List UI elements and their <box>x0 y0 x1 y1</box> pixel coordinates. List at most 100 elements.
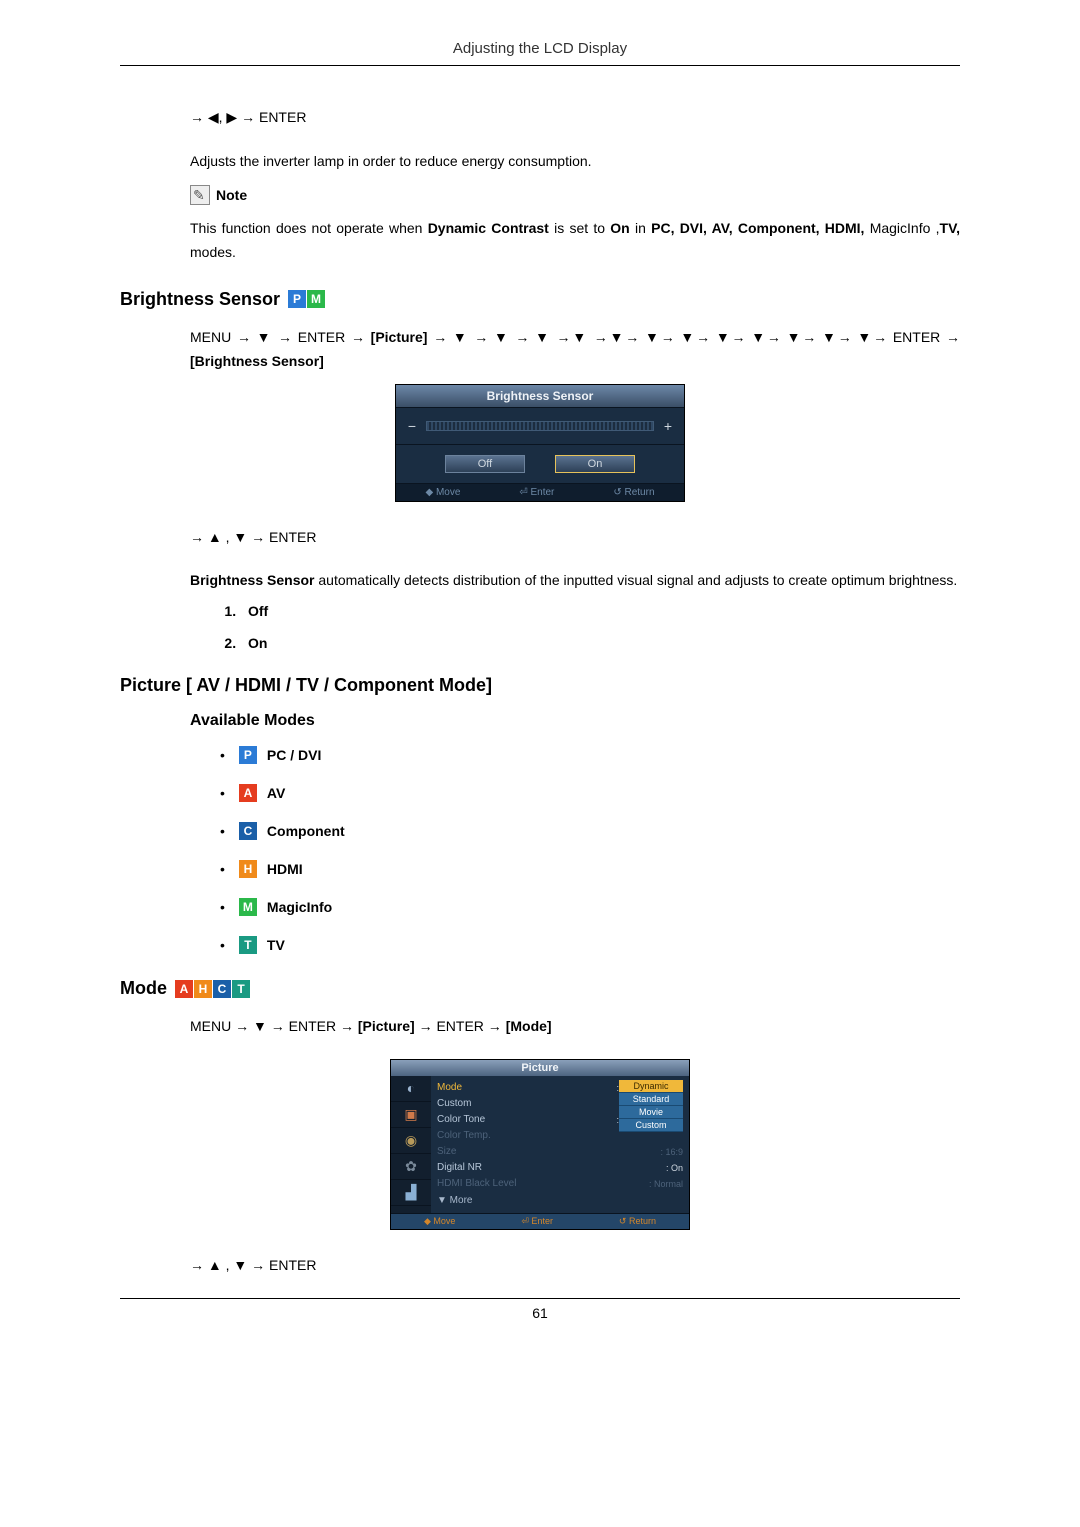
osd-bs-btns: Off On <box>396 445 684 484</box>
bs-p1b: [Picture] <box>371 329 428 345</box>
badge-a-icon: A <box>239 784 257 802</box>
mode-item-component: C Component <box>220 822 960 840</box>
plus-icon[interactable]: + <box>660 418 676 434</box>
mode-title: Mode A H C T <box>120 978 960 999</box>
off-button[interactable]: Off <box>445 455 525 473</box>
mode-label: AV <box>267 785 285 801</box>
badge-p-icon: P <box>239 746 257 764</box>
nav-return: ↺ Return <box>613 487 654 498</box>
brightness-sensor-title: Brightness Sensor P M <box>120 289 960 310</box>
mp-c: → ENTER → <box>419 1018 506 1034</box>
note-on: On <box>610 220 629 236</box>
bs-options: Off On <box>240 603 960 651</box>
bs-desc-bold: Brightness Sensor <box>190 572 314 588</box>
sb-icon-1[interactable]: ◐ <box>391 1076 431 1102</box>
bs-nav2: → ▲ , ▼ → ENTER <box>190 526 960 550</box>
sb-icon-2[interactable]: ▣ <box>391 1102 431 1128</box>
available-modes-list: P PC / DVI A AV C Component H HDMI M MagicInf… <box>220 746 960 954</box>
mode-item-magicinfo: M MagicInfo <box>220 898 960 916</box>
menu-colortemp: Color Temp. <box>437 1130 491 1141</box>
note-block: Note This function does not operate when… <box>190 184 960 265</box>
sb-icon-3[interactable]: ◉ <box>391 1128 431 1154</box>
mode-label: PC / DVI <box>267 747 321 763</box>
sb-icon-5[interactable]: ▟ <box>391 1180 431 1206</box>
dd-movie[interactable]: Movie <box>619 1106 683 1119</box>
note-tv: TV, <box>940 220 961 236</box>
brightness-sensor-osd: Brightness Sensor − + Off On ◆ Move ⏎ En… <box>395 384 685 502</box>
mp-d: [Mode] <box>506 1018 552 1034</box>
nav-move: ◆ Move <box>425 487 460 498</box>
badge-h-icon: H <box>194 980 212 998</box>
bs-path: MENU → ▼ → ENTER → [Picture] → ▼ → ▼ → ▼… <box>190 326 960 374</box>
menu-size: Size <box>437 1146 456 1157</box>
mode-path: MENU → ▼ → ENTER → [Picture] → ENTER → [… <box>190 1015 960 1039</box>
mode-label: HDMI <box>267 861 303 877</box>
menu-colortone[interactable]: Color Tone <box>437 1114 485 1125</box>
minus-icon[interactable]: − <box>404 418 420 434</box>
nav-enter: ⏎ Enter <box>521 1216 553 1227</box>
lamp-desc: Adjusts the inverter lamp in order to re… <box>190 150 960 174</box>
mode-item-hdmi: H HDMI <box>220 860 960 878</box>
mode-label: TV <box>267 937 285 953</box>
dd-dynamic[interactable]: Dynamic <box>619 1080 683 1093</box>
menu-mode[interactable]: Mode <box>437 1082 462 1093</box>
bs-p1c: → ▼ → ▼ → ▼ →▼ →▼→ ▼→ ▼→ ▼→ ▼→ ▼→ ▼→ ▼→ … <box>433 329 960 345</box>
mode-title-text: Mode <box>120 978 167 999</box>
osd-sidebar: ◐ ▣ ◉ ✿ ▟ <box>391 1076 431 1213</box>
note-modes-plain: MagicInfo , <box>864 220 939 236</box>
badge-m-icon: M <box>239 898 257 916</box>
nav-enter: ⏎ Enter <box>519 487 554 498</box>
osd-pic-nav: ◆ Move ⏎ Enter ↺ Return <box>391 1213 689 1229</box>
badge-m-icon: M <box>307 290 325 308</box>
menu-more[interactable]: ▼ More <box>437 1192 683 1209</box>
note-suffix: modes. <box>190 244 236 260</box>
mode-nav2: → ▲ , ▼ → ENTER <box>190 1254 960 1278</box>
bs-opt-on: On <box>240 635 960 651</box>
badge-p-icon: P <box>288 290 306 308</box>
dd-standard[interactable]: Standard <box>619 1093 683 1106</box>
mode-label: MagicInfo <box>267 899 332 915</box>
menu-hdmibl: HDMI Black Level <box>437 1178 516 1189</box>
mode-item-av: A AV <box>220 784 960 802</box>
mode-dropdown: Dynamic Standard Movie Custom <box>619 1080 683 1144</box>
picture-section-title: Picture [ AV / HDMI / TV / Component Mod… <box>120 675 960 696</box>
badge-h-icon: H <box>239 860 257 878</box>
bs-opt-off: Off <box>240 603 960 619</box>
note-modes-bold: PC, DVI, AV, Component, HDMI, <box>651 220 864 236</box>
mode-badges: A H C T <box>175 980 250 998</box>
on-button[interactable]: On <box>555 455 635 473</box>
osd-bs-title: Brightness Sensor <box>396 385 684 408</box>
badge-c-icon: C <box>239 822 257 840</box>
bs-desc: Brightness Sensor automatically detects … <box>190 569 960 593</box>
nav-move: ◆ Move <box>424 1216 455 1227</box>
bs-title-text: Brightness Sensor <box>120 289 280 310</box>
mp-a: MENU → ▼ → ENTER → <box>190 1018 358 1034</box>
note-in: in <box>635 220 651 236</box>
page-footer: 61 <box>120 1298 960 1351</box>
picture-osd: Picture ◐ ▣ ◉ ✿ ▟ Mode: Custom Color Ton… <box>390 1059 690 1230</box>
badge-t-icon: T <box>239 936 257 954</box>
osd-menu: Mode: Custom Color Tone: Color Temp. Dyn… <box>431 1076 689 1213</box>
note-icon <box>190 185 210 205</box>
badge-c-icon: C <box>213 980 231 998</box>
nav-return: ↺ Return <box>619 1216 656 1227</box>
slider-track[interactable] <box>426 421 654 431</box>
mode-item-pc: P PC / DVI <box>220 746 960 764</box>
lamp-nav: → ◀, ▶ → ENTER <box>190 106 960 130</box>
mp-b: [Picture] <box>358 1018 415 1034</box>
note-label: Note <box>216 184 247 208</box>
sb-icon-4[interactable]: ✿ <box>391 1154 431 1180</box>
bs-badges: P M <box>288 290 325 308</box>
badge-a-icon: A <box>175 980 193 998</box>
menu-dnr[interactable]: Digital NR <box>437 1162 482 1173</box>
note-text: This function does not operate when Dyna… <box>190 217 960 265</box>
menu-custom[interactable]: Custom <box>437 1098 471 1109</box>
note-p1: This function does not operate when <box>190 220 428 236</box>
bs-desc-rest: automatically detects distribution of th… <box>318 572 957 588</box>
mode-label: Component <box>267 823 345 839</box>
menu-size-val: : 16:9 <box>660 1147 683 1157</box>
osd-pic-title: Picture <box>391 1060 689 1076</box>
menu-dnr-val: : On <box>666 1163 683 1173</box>
note-mid: is set to <box>554 220 610 236</box>
dd-custom[interactable]: Custom <box>619 1119 683 1132</box>
